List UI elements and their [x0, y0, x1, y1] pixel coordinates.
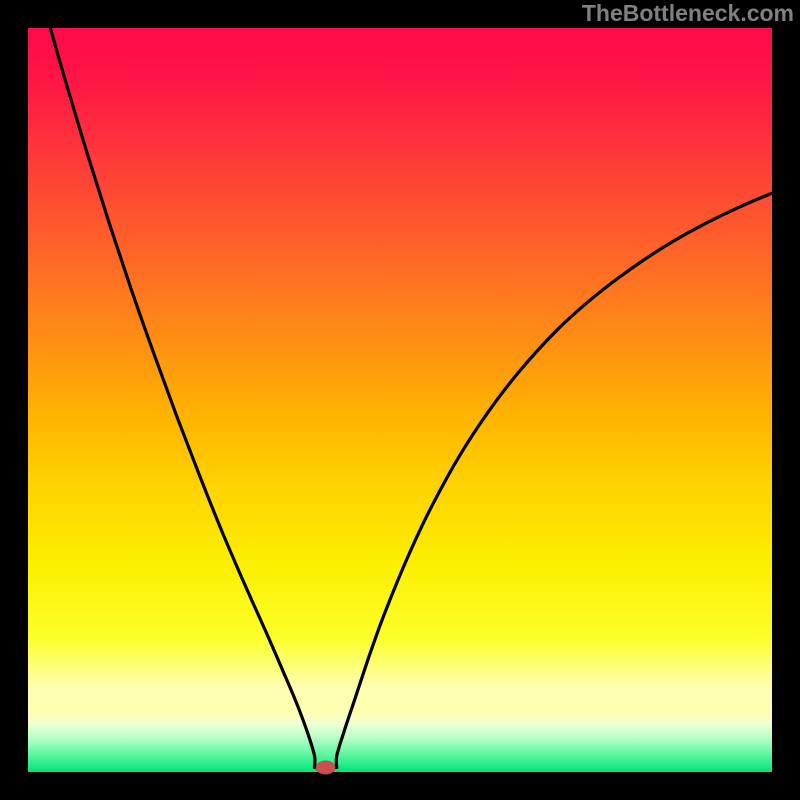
watermark-text: TheBottleneck.com	[582, 0, 794, 27]
bottleneck-chart	[0, 0, 800, 800]
bottleneck-marker	[316, 761, 335, 774]
gradient-background	[28, 28, 772, 772]
